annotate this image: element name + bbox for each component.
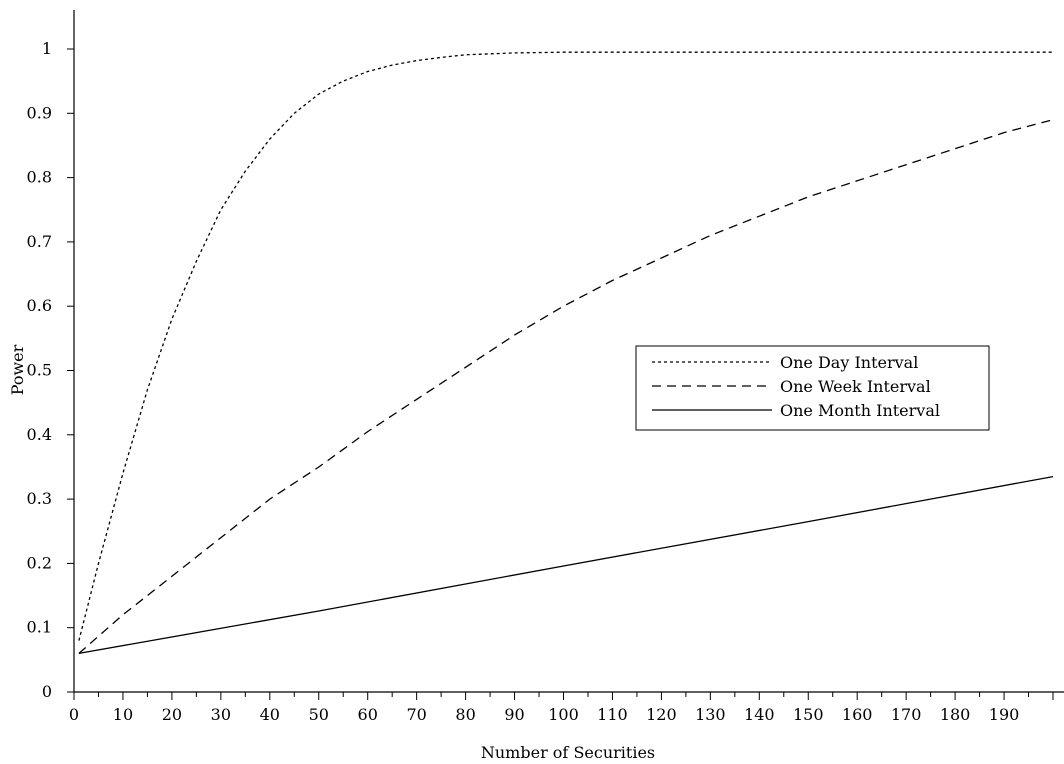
- series-line-2: [78, 119, 1054, 654]
- y-axis-title: Power: [8, 344, 27, 395]
- series-line-1: [78, 51, 1053, 641]
- x-tick-label: 30: [211, 705, 231, 724]
- x-ticks: 0 10 20 30 40 50 60 70 80 90 100 110 120 130 140 150 160…: [69, 692, 1054, 724]
- x-tick-label: 60: [358, 705, 378, 724]
- y-tick-label: 1: [42, 39, 52, 58]
- x-tick-label: 20: [162, 705, 182, 724]
- legend-label: One Week Interval: [780, 377, 931, 396]
- x-tick-label: 100: [548, 705, 579, 724]
- x-tick-label: 50: [309, 705, 329, 724]
- y-tick-label: 0.5: [27, 361, 52, 380]
- y-tick-label: 0.8: [27, 168, 52, 187]
- x-tick-label: 150: [793, 705, 824, 724]
- x-tick-label: 120: [646, 705, 677, 724]
- x-tick-label: 70: [406, 705, 426, 724]
- x-tick-label: 10: [113, 705, 133, 724]
- series-line-3: [78, 475, 1054, 655]
- y-tick-label: 0.1: [27, 618, 52, 637]
- x-tick-label: 110: [597, 705, 628, 724]
- y-tick-label: 0: [42, 682, 52, 701]
- y-tick-label: 0.3: [27, 489, 52, 508]
- x-tick-label: 80: [455, 705, 475, 724]
- x-tick-label: 180: [940, 705, 971, 724]
- x-tick-label: 170: [891, 705, 922, 724]
- y-tick-label: 0.4: [27, 425, 52, 444]
- x-axis-title: Number of Securities: [481, 743, 655, 762]
- y-ticks: 0 0.1 0.2 0.3 0.4 0.5 0.6 0.7 0.8 0.9 1: [27, 39, 74, 701]
- x-tick-label: 90: [504, 705, 524, 724]
- legend-items: One Day Interval One Week Interval One Mon…: [652, 353, 940, 420]
- x-tick-label: 130: [695, 705, 726, 724]
- y-tick-label: 0.7: [27, 232, 52, 251]
- axes: [73, 10, 1064, 693]
- legend: One Day Interval One Week Interval One Mon…: [635, 345, 990, 431]
- x-tick-label: 190: [989, 705, 1020, 724]
- legend-label: One Day Interval: [780, 353, 918, 372]
- y-tick-label: 0.6: [27, 296, 52, 315]
- legend-box: [635, 345, 990, 431]
- y-tick-label: 0.9: [27, 103, 52, 122]
- x-tick-label: 40: [260, 705, 280, 724]
- legend-label: One Month Interval: [780, 401, 940, 420]
- x-tick-label: 160: [842, 705, 873, 724]
- x-tick-label: 140: [744, 705, 775, 724]
- y-tick-label: 0.2: [27, 553, 52, 572]
- x-tick-label: 0: [69, 705, 79, 724]
- series-lines: [78, 51, 1054, 655]
